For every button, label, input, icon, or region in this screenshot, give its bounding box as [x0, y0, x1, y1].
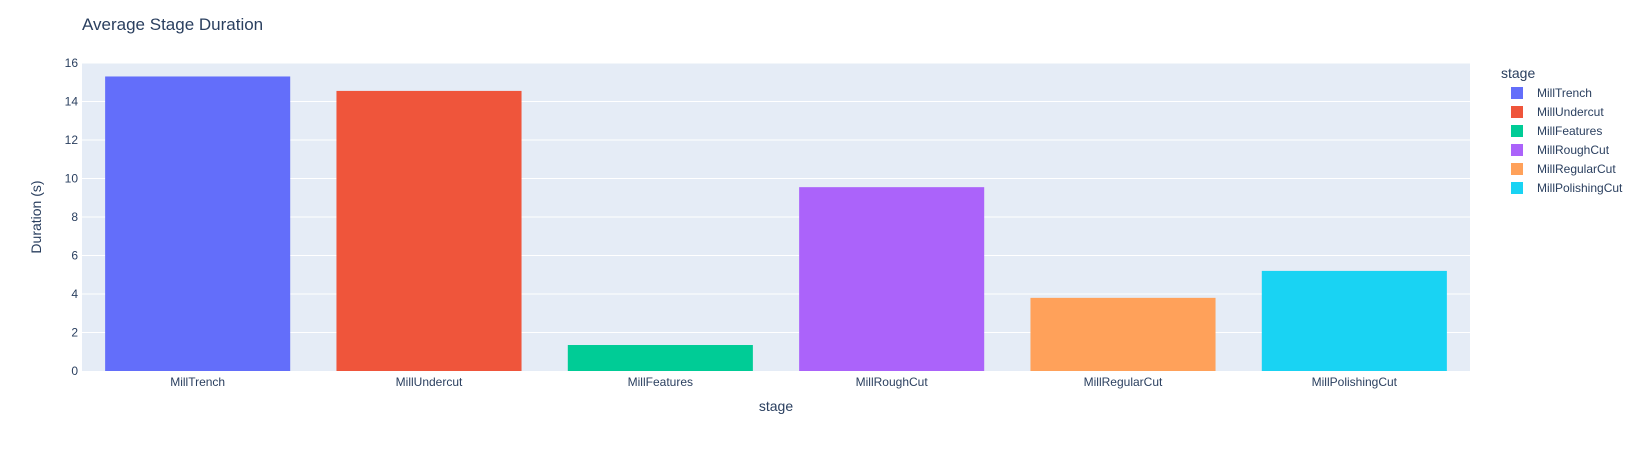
bar[interactable]	[1261, 270, 1447, 371]
bar[interactable]	[1030, 297, 1216, 371]
legend-swatch[interactable]	[1511, 125, 1523, 137]
y-tick-label: 0	[71, 364, 78, 378]
y-tick-label: 16	[65, 56, 79, 70]
legend-label[interactable]: MillFeatures	[1537, 124, 1602, 138]
legend-swatch[interactable]	[1511, 163, 1523, 175]
y-tick-label: 10	[65, 172, 79, 186]
legend-title: stage	[1501, 65, 1535, 81]
y-tick-label: 8	[71, 210, 78, 224]
bar[interactable]	[799, 187, 985, 371]
x-axis-ticks: MillTrench MillUndercut MillFeatures MillRo…	[170, 375, 1397, 389]
y-tick-label: 12	[65, 133, 79, 147]
x-tick-label: MillUndercut	[396, 375, 463, 389]
chart-title: Average Stage Duration	[82, 15, 263, 34]
legend-label[interactable]: MillRoughCut	[1537, 143, 1610, 157]
legend-swatch[interactable]	[1511, 106, 1523, 118]
x-tick-label: MillFeatures	[628, 375, 693, 389]
legend-label[interactable]: MillUndercut	[1537, 105, 1604, 119]
bar[interactable]	[567, 345, 753, 371]
y-tick-label: 2	[71, 326, 78, 340]
x-tick-label: MillTrench	[170, 375, 225, 389]
y-tick-label: 14	[65, 95, 79, 109]
y-axis-title: Duration (s)	[28, 180, 44, 253]
y-tick-label: 4	[71, 287, 78, 301]
x-tick-label: MillPolishingCut	[1312, 375, 1398, 389]
legend-swatch[interactable]	[1511, 182, 1523, 194]
legend-label[interactable]: MillTrench	[1537, 86, 1592, 100]
legend[interactable]: stage MillTrench MillUndercut MillFeatures…	[1501, 65, 1623, 195]
y-axis-ticks: 0 2 4 6 8 10 12 14 16	[65, 56, 79, 378]
x-axis-title: stage	[759, 398, 793, 414]
y-tick-label: 6	[71, 249, 78, 263]
bar[interactable]	[105, 76, 291, 371]
gridlines	[82, 62, 1470, 333]
legend-swatch[interactable]	[1511, 87, 1523, 99]
legend-label[interactable]: MillPolishingCut	[1537, 181, 1623, 195]
bars	[105, 76, 1447, 371]
legend-swatch[interactable]	[1511, 144, 1523, 156]
legend-label[interactable]: MillRegularCut	[1537, 162, 1616, 176]
x-tick-label: MillRoughCut	[856, 375, 929, 389]
legend-items[interactable]: MillTrench MillUndercut MillFeatures MillRo…	[1511, 86, 1623, 195]
x-tick-label: MillRegularCut	[1084, 375, 1163, 389]
bar[interactable]	[336, 90, 522, 371]
